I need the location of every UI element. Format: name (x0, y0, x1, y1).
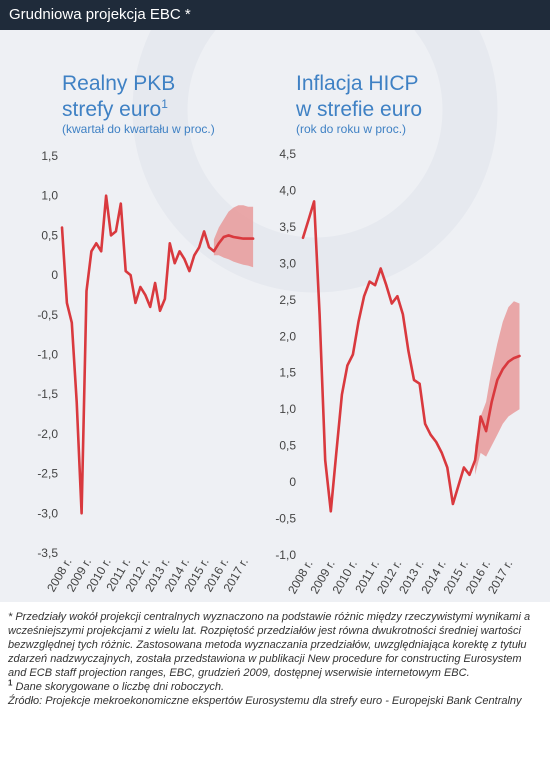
gdp-ytick-label: 0 (51, 268, 58, 282)
chart-hicp-title: Inflacja HICP (296, 72, 419, 95)
hicp-ytick-label: 3,0 (279, 256, 296, 270)
gdp-ytick-label: -1,5 (37, 387, 58, 401)
footnotes: * Przedziały wokół projekcji centralnych… (8, 610, 538, 708)
hicp-ytick-label: 1,0 (279, 402, 296, 416)
gdp-ytick-label: -2,0 (37, 427, 58, 441)
hicp-ytick-label: 4,5 (279, 147, 296, 161)
hicp-ytick-label: 2,0 (279, 329, 296, 343)
chart-hicp-title-line2: w strefie euro (295, 98, 422, 121)
footnote-source: Źródło: Projekcje mekroekonomiczne ekspe… (8, 695, 522, 707)
gdp-ytick-label: -3,0 (37, 506, 58, 520)
watermark-ring (132, 30, 498, 293)
gdp-ytick-label: -1,0 (37, 348, 58, 362)
chart-panel: Realny PKB strefy euro1 (kwartał do kwar… (0, 30, 550, 602)
gdp-ytick-label: 0,5 (41, 228, 58, 242)
hicp-ytick-label: 3,5 (279, 220, 296, 234)
charts-svg: Realny PKB strefy euro1 (kwartał do kwar… (37, 30, 521, 596)
chart-gdp-title-line2: strefy euro1 (62, 97, 168, 121)
hicp-series-line (301, 200, 521, 513)
footnote-ranges: * Przedziały wokół projekcji centralnych… (8, 611, 531, 679)
chart-hicp-subtitle: (rok do roku w proc.) (296, 122, 406, 136)
header-title: Grudniowa projekcja EBC * (0, 0, 550, 30)
gdp-ytick-label: -2,5 (37, 467, 58, 481)
hicp-ytick-label: 0 (289, 475, 296, 489)
footnote-1-text: Dane skorygowane o liczbę dni roboczych. (15, 681, 225, 693)
gdp-series-line (60, 194, 255, 515)
hicp-ytick-label: 1,5 (279, 366, 296, 380)
hicp-ytick-label: 0,5 (279, 439, 296, 453)
hicp-ytick-label: -0,5 (275, 512, 296, 526)
gdp-ytick-label: -0,5 (37, 308, 58, 322)
gdp-ytick-label: 1,0 (41, 189, 58, 203)
hicp-projection-band (475, 301, 520, 475)
chart-gdp-title: Realny PKB (62, 72, 175, 95)
gdp-ytick-label: -3,5 (37, 546, 58, 560)
hicp-ytick-label: 2,5 (279, 293, 296, 307)
footnote-1: 1 Dane skorygowane o liczbę dni roboczyc… (8, 678, 538, 694)
footnote-1-marker: 1 (8, 678, 13, 688)
hicp-ytick-label: -1,0 (275, 548, 296, 562)
gdp-ytick-label: 1,5 (41, 149, 58, 163)
hicp-ytick-label: 4,0 (279, 183, 296, 197)
chart-gdp-subtitle: (kwartał do kwartału w proc.) (62, 122, 215, 136)
